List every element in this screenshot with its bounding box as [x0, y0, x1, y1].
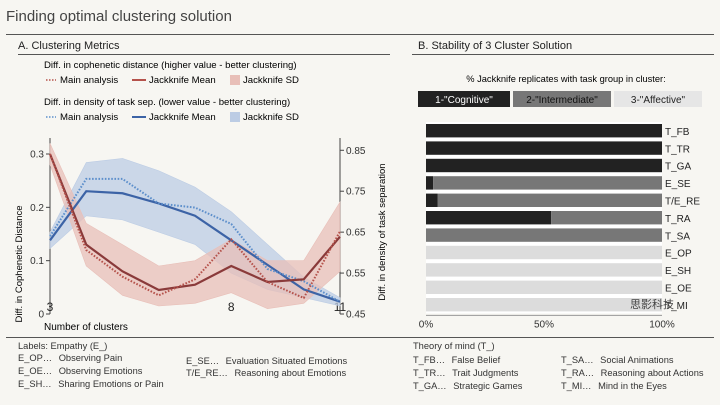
plot-area: 00.10.20.30.450.550.650.750.853 8 11: [30, 138, 366, 321]
legend2-mean-label: Jackknife Mean: [149, 112, 216, 123]
y-tick-label: 0: [38, 310, 44, 321]
bar-segment: [426, 176, 434, 190]
bar-segment: [426, 228, 662, 242]
bar-x-tick-label: 100%: [649, 319, 675, 330]
density-main-line: [49, 177, 341, 303]
legend-intermediate-swatch: [513, 91, 611, 107]
label-e-op: E_OP… Observing Pain: [18, 353, 123, 363]
bar-category-label: E_SE: [665, 179, 691, 190]
tom-heading: Theory of mind (T_): [413, 341, 495, 351]
bar-segment: [426, 141, 662, 155]
legend1-sd-label: Jackknife SD: [243, 75, 299, 86]
bar-segment: [426, 124, 662, 138]
label-e-se: E_SE… Evaluation Situated Emotions: [186, 356, 348, 366]
legend1-heading: Diff. in cophenetic distance (higher val…: [44, 60, 297, 71]
panel-b-rule: [412, 54, 714, 55]
bar-category-label: T_TR: [665, 144, 690, 155]
legend-affective-swatch: [614, 91, 702, 107]
y-axis-label: Diff. in Cophenetic Distance: [14, 205, 25, 322]
legend-affective: 3-"Affective": [631, 95, 686, 106]
x-tick-label: 3: [47, 300, 54, 314]
label-t-tr: T_TR… Trait Judgments: [413, 368, 519, 378]
label-te-re: T/E_RE… Reasoning about Emotions: [186, 368, 347, 378]
bar-category-label: T_GA: [665, 162, 691, 173]
figure-title: Finding optimal clustering solution: [6, 8, 232, 25]
bar-segment: [433, 176, 662, 190]
panel-a-rule: [18, 54, 390, 55]
y2-axis-label: Diff. in density of task separation: [377, 163, 388, 300]
y2-tick-label: 0.45: [346, 310, 366, 321]
y2-tick-label: 0.75: [346, 187, 366, 198]
bar-category-label: T_RA: [665, 214, 691, 225]
panel-b-subtitle: % Jackknife replicates with task group i…: [466, 74, 665, 84]
label-e-sh: E_SH… Sharing Emotions or Pain: [18, 379, 164, 389]
bar-segment: [426, 158, 662, 173]
bar-category-label: E_SH: [665, 266, 691, 277]
bar-category-label: E_OP: [665, 249, 692, 260]
title-rule: [6, 34, 714, 35]
legend1-main-label: Main analysis: [60, 75, 118, 86]
bar-segment: [426, 211, 552, 225]
empathy-heading: Labels: Empathy (E_): [18, 341, 108, 351]
y-tick-label: 0.2: [30, 203, 44, 214]
y2-tick-label: 0.55: [346, 269, 366, 280]
legend1-sd-swatch: [230, 75, 240, 85]
panel-a-title: A. Clustering Metrics: [18, 40, 120, 52]
bar-segment: [426, 263, 662, 277]
label-t-sa: T_SA… Social Animations: [561, 355, 674, 365]
cophenetic-mean-line: [48, 153, 341, 292]
label-t-ra: T_RA… Reasoning about Actions: [561, 368, 704, 378]
label-t-fb: T_FB… False Belief: [413, 355, 501, 365]
bar-segment: [426, 245, 662, 260]
bar-segment: [426, 280, 662, 294]
legend2-sd-label: Jackknife SD: [243, 112, 299, 123]
label-e-oe: E_OE… Observing Emotions: [18, 366, 143, 376]
label-t-mi: T_MI… Mind in the Eyes: [561, 381, 667, 391]
legend-cognitive-swatch: [418, 91, 510, 107]
y2-tick-label: 0.65: [346, 228, 366, 239]
bar-category-label: E_OE: [665, 284, 692, 295]
x-tick-label: 8: [228, 300, 235, 314]
bar-category-label: T_FB: [665, 127, 690, 138]
cophenetic-main-line: [49, 153, 341, 300]
panel-b-title: B. Stability of 3 Cluster Solution: [418, 40, 573, 52]
legend-cognitive: 1-"Cognitive": [435, 95, 493, 106]
legend-intermediate: 2-"Intermediate": [526, 95, 598, 106]
y-tick-label: 0.1: [30, 256, 44, 267]
bar-segment: [551, 211, 662, 225]
bar-category-label: T_MI: [665, 301, 688, 312]
legend2-heading: Diff. in density of task sep. (lower val…: [44, 97, 290, 108]
labels-rule: [6, 337, 714, 338]
bar-category-label: T_SA: [665, 231, 690, 242]
bar-plot-area: T_FB T_TR T_GA E_SE T/E_RE T_RA T_SA E_OP E_SH E_…: [419, 122, 700, 330]
bar-x-tick-label: 50%: [534, 319, 554, 330]
x-axis-label: Number of clusters: [44, 322, 128, 333]
bar-category-label: T/E_RE: [665, 197, 700, 208]
cophenetic-sd-band: [49, 143, 341, 309]
y2-tick-label: 0.85: [346, 146, 366, 157]
bar-segment: [437, 193, 662, 207]
y-tick-label: 0.3: [30, 150, 44, 161]
legend2-main-label: Main analysis: [60, 112, 118, 123]
watermark: 思影科技: [630, 299, 674, 311]
panel-b-chart: % Jackknife replicates with task group i…: [418, 74, 702, 330]
legend1-mean-label: Jackknife Mean: [149, 75, 216, 86]
legend2-sd-swatch: [230, 112, 240, 122]
bar-segment: [426, 193, 438, 207]
panel-a-chart: Diff. in cophenetic distance (higher val…: [14, 60, 388, 333]
bar-segment: [426, 298, 662, 312]
label-t-ga: T_GA… Strategic Games: [413, 381, 523, 391]
bar-x-tick-label: 0%: [419, 319, 434, 330]
